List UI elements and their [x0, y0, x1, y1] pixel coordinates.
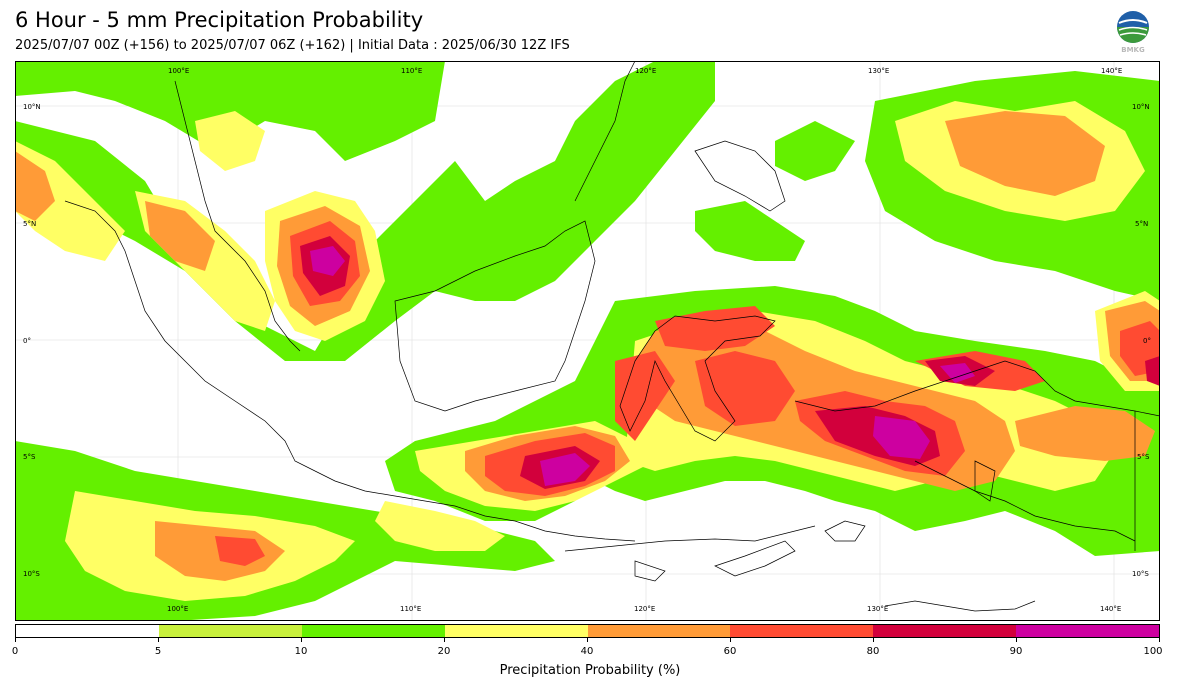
lon-tick-top-100: 100°E [168, 67, 190, 75]
map-canvas [15, 61, 1160, 621]
chart-title: 6 Hour - 5 mm Precipitation Probability [15, 8, 424, 32]
chart-subtitle: 2025/07/07 00Z (+156) to 2025/07/07 06Z … [15, 38, 570, 53]
colorbar-label: Precipitation Probability (%) [499, 663, 681, 678]
colorbar-tick-mark [1159, 638, 1160, 642]
colorbar-tick-10: 10 [294, 646, 308, 657]
colorbar-ticks: 0 5 10 20 40 60 80 90 100 [11, 638, 1163, 658]
lon-tick-bottom-100: 100°E [167, 605, 189, 613]
precipitation-map: 100°E 110°E 120°E 130°E 140°E 100°E 110°… [15, 61, 1160, 621]
colorbar-segment [730, 625, 874, 637]
lat-tick-left-5s: 5°S [23, 453, 36, 461]
lon-tick-bottom-110: 110°E [400, 605, 422, 613]
lon-tick-top-110: 110°E [401, 67, 423, 75]
lon-tick-bottom-120: 120°E [634, 605, 656, 613]
colorbar-segment [16, 625, 159, 637]
lon-tick-top-130: 130°E [868, 67, 890, 75]
colorbar-tick-5: 5 [154, 646, 162, 657]
colorbar-tick-90: 90 [1009, 646, 1023, 657]
colorbar-segment [301, 625, 445, 637]
lat-tick-right-5n: 5°N [1135, 220, 1149, 228]
colorbar-tick-40: 40 [580, 646, 594, 657]
colorbar-tick-mark [873, 638, 874, 642]
coastlines [64, 61, 1160, 612]
colorbar-tick-mark [301, 638, 302, 642]
colorbar-tick-mark [730, 638, 731, 642]
colorbar-segment [587, 625, 731, 637]
precip-magenta-layer [310, 246, 975, 486]
lon-tick-bottom-130: 130°E [867, 605, 889, 613]
colorbar-tick-80: 80 [866, 646, 880, 657]
lat-tick-left-5n: 5°N [23, 220, 37, 228]
lon-tick-bottom-140: 140°E [1100, 605, 1122, 613]
colorbar-tick-mark [15, 638, 16, 642]
lat-tick-right-5s: 5°S [1137, 453, 1150, 461]
colorbar-segment [158, 625, 302, 637]
colorbar-tick-mark [158, 638, 159, 642]
colorbar-tick-60: 60 [723, 646, 737, 657]
colorbar-segment [1016, 625, 1159, 637]
lon-tick-top-120: 120°E [635, 67, 657, 75]
colorbar-segment [444, 625, 588, 637]
lat-tick-left-0: 0° [23, 337, 31, 345]
logo-text: BMKG [1121, 46, 1145, 54]
lon-tick-top-140: 140°E [1101, 67, 1123, 75]
colorbar-tick-mark [1016, 638, 1017, 642]
colorbar-tick-100: 100 [1143, 646, 1163, 657]
colorbar-segment [873, 625, 1017, 637]
colorbar-tick-20: 20 [437, 646, 451, 657]
bmkg-logo-icon: BMKG [1113, 10, 1153, 54]
colorbar [15, 624, 1160, 638]
lat-tick-right-10s: 10°S [1132, 570, 1149, 578]
colorbar-tick-mark [587, 638, 588, 642]
colorbar-tick-mark [444, 638, 445, 642]
lat-tick-right-0: 0° [1143, 337, 1151, 345]
lat-tick-left-10s: 10°S [23, 570, 40, 578]
lat-tick-right-10n: 10°N [1132, 103, 1150, 111]
lat-tick-left-10n: 10°N [23, 103, 41, 111]
colorbar-tick-0: 0 [11, 646, 19, 657]
